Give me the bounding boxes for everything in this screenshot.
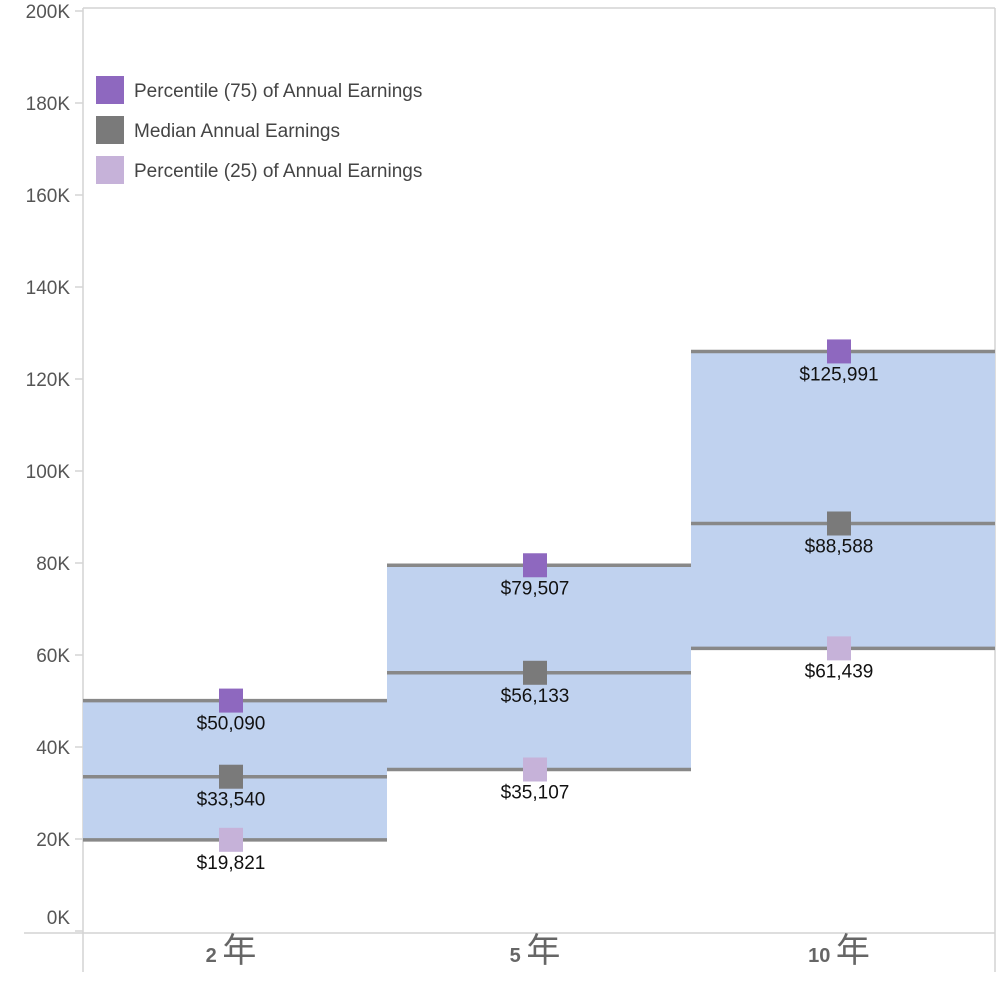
y-tick-label: 60K [36,646,70,667]
p25-marker[interactable] [219,827,243,852]
y-tick-label: 140K [26,278,71,299]
y-tick-label: 0K [47,908,71,929]
p75-marker[interactable] [827,339,851,364]
median-marker[interactable] [523,660,547,685]
median-value-label: $56,133 [501,686,570,707]
y-tick-label: 160K [26,186,71,207]
range-band [691,351,995,649]
y-tick-label: 20K [36,830,70,851]
p25-value-label: $19,821 [197,853,266,874]
x-category-label: 10 年 [808,931,870,971]
y-tick-label: 180K [26,94,71,115]
x-category-label: 2 年 [206,931,257,971]
p75-legend-swatch[interactable] [96,76,124,104]
median-marker[interactable] [219,764,243,789]
legend[interactable]: Percentile (75) of Annual Earnings Median… [96,76,422,184]
y-tick-label: 80K [36,554,70,575]
p75-value-label: $79,507 [501,578,570,599]
p25-value-label: $35,107 [501,783,570,804]
median-legend-swatch[interactable] [96,116,124,144]
p75-value-label: $50,090 [197,714,266,735]
p25-marker[interactable] [523,757,547,782]
y-tick-label: 100K [26,462,71,483]
p75-marker[interactable] [523,553,547,578]
x-axis: 2 年 5 年 10 年 [206,931,870,971]
p25-value-label: $61,439 [805,661,874,682]
p25-legend-label[interactable]: Percentile (25) of Annual Earnings [134,161,422,182]
median-value-label: $33,540 [197,790,266,811]
p25-marker[interactable] [827,636,851,661]
y-tick-label: 200K [26,2,71,23]
y-axis: 0K 20K 40K 60K 80K 100K 120K 140K 160K 180K 200K [26,2,83,932]
data-label-layer: $50,090 $33,540 $19,821 $79,507 $56,133 $35,1… [197,364,879,873]
median-legend-label[interactable]: Median Annual Earnings [134,121,340,142]
p25-legend-swatch[interactable] [96,156,124,184]
p75-value-label: $125,991 [799,364,878,385]
p75-legend-label[interactable]: Percentile (75) of Annual Earnings [134,81,422,102]
y-tick-label: 40K [36,738,70,759]
p75-marker[interactable] [219,688,243,713]
median-value-label: $88,588 [805,536,874,557]
median-marker[interactable] [827,511,851,536]
x-category-label: 5 年 [510,931,561,971]
y-tick-label: 120K [26,370,71,391]
marker-layer [219,339,851,852]
